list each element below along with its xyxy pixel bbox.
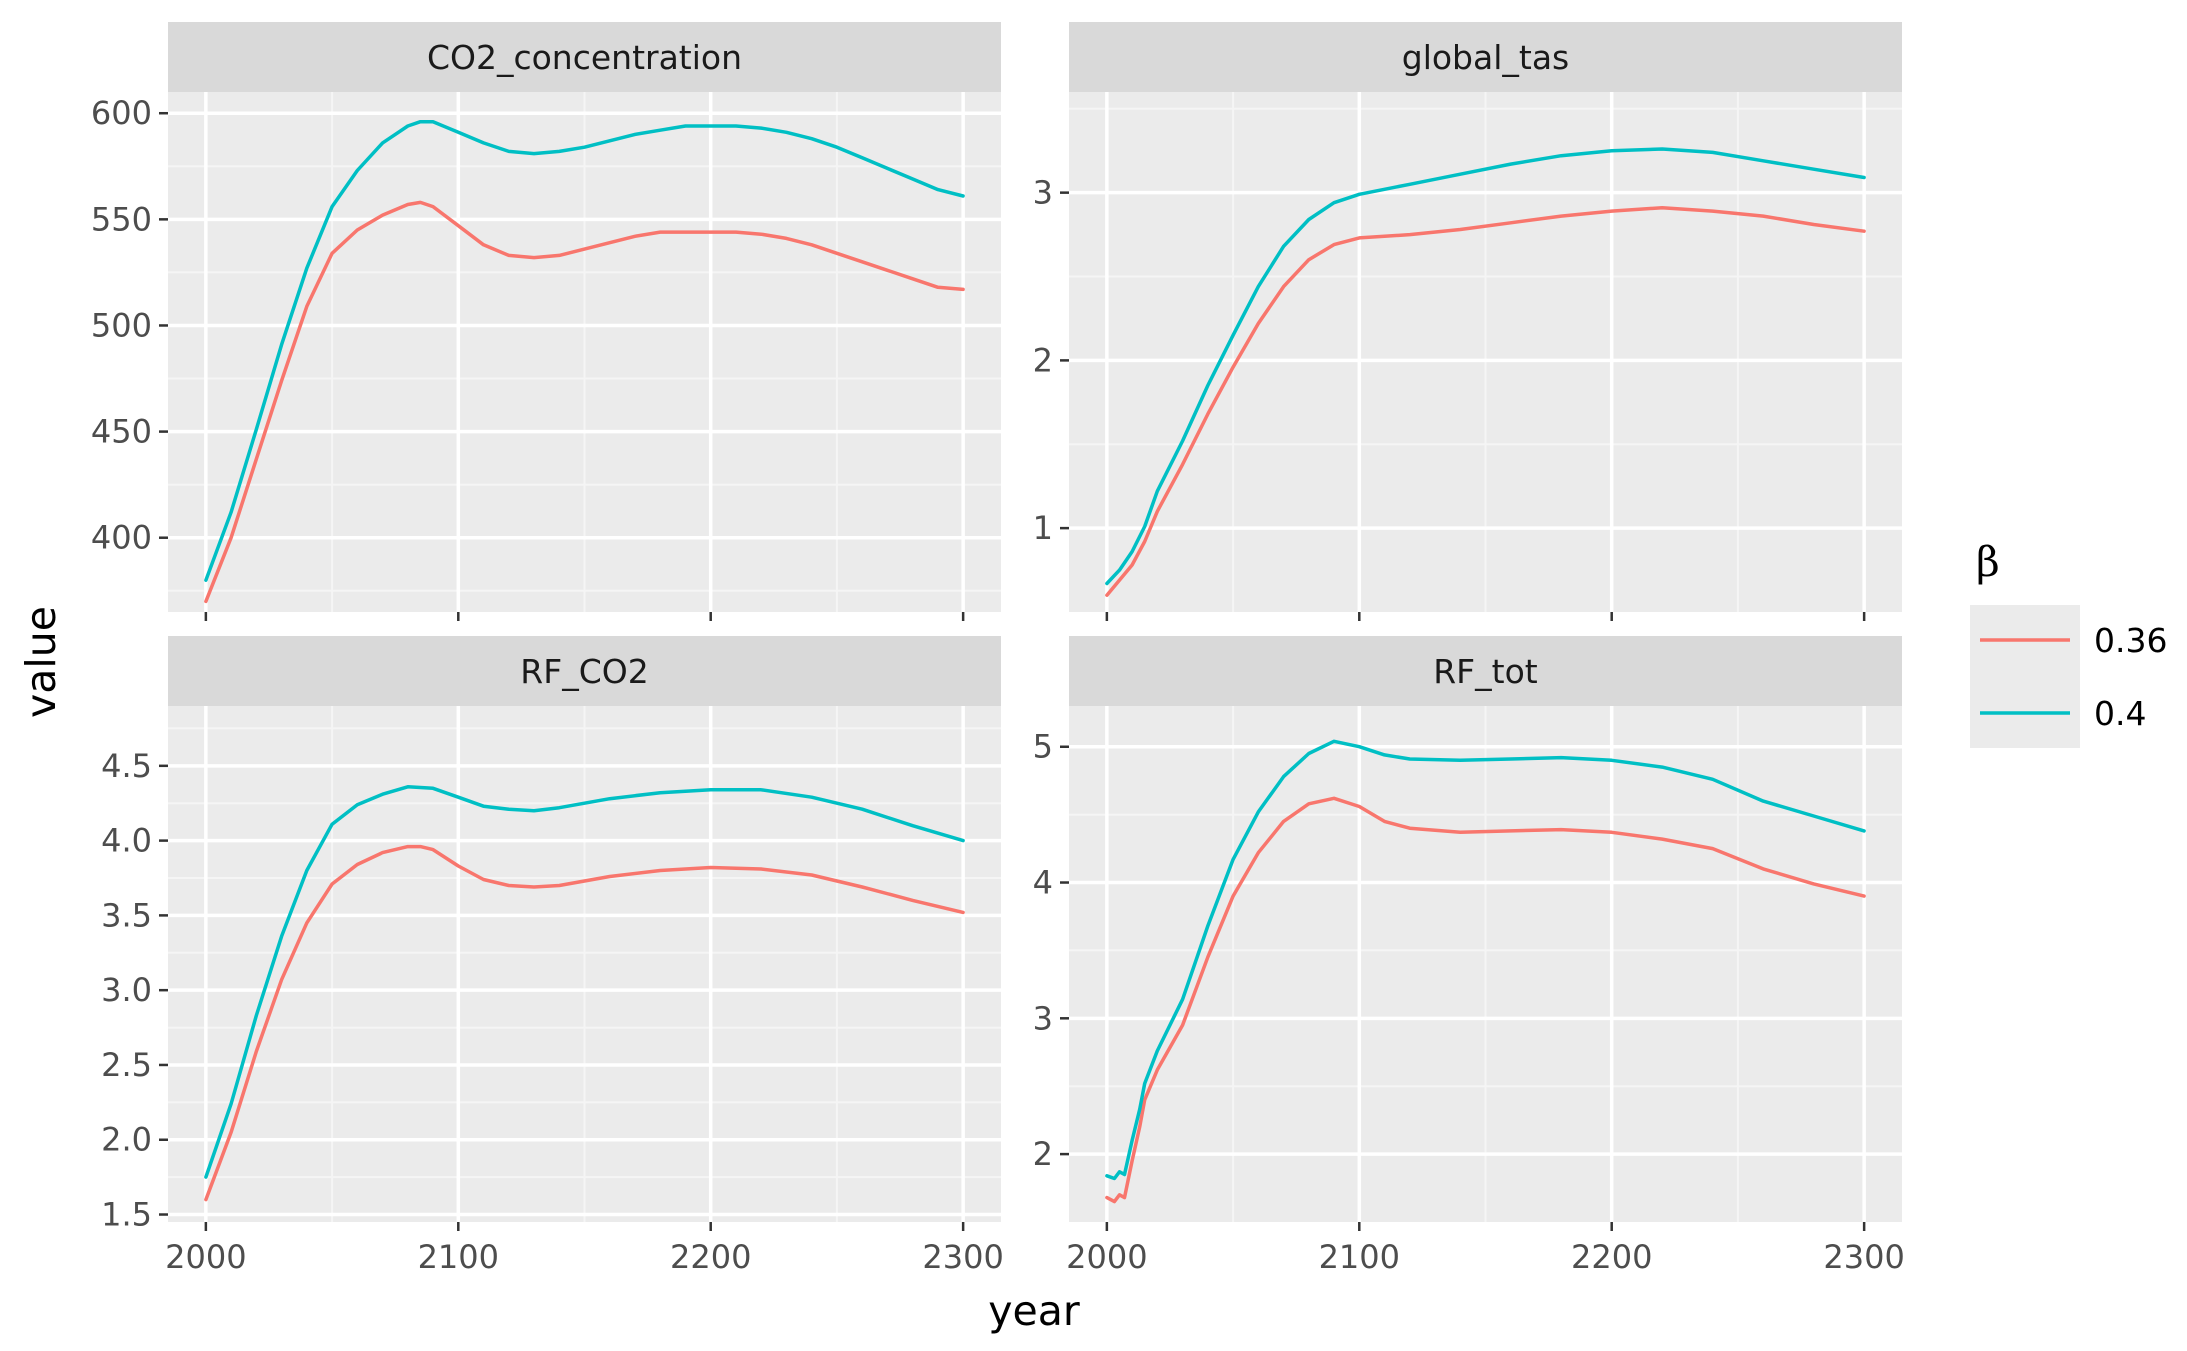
legend-key-background [1970, 605, 2080, 748]
y-tick-label: 5 [1033, 728, 1053, 766]
panel-global-tas: global_tas 1 2 3 [1033, 22, 1902, 621]
legend-entry-label: 0.36 [2094, 621, 2167, 660]
y-tick-label: 2.5 [101, 1046, 152, 1084]
y-tick-label: 2.0 [101, 1121, 152, 1159]
facet-strip-label: CO2_concentration [427, 38, 742, 77]
x-tick-label: 2100 [418, 1238, 499, 1276]
series-line-0-4 [1105, 147, 1866, 586]
x-tick-label: 2200 [670, 1238, 751, 1276]
y-tick-label: 3 [1033, 174, 1053, 212]
panel-rf-co2: RF_CO2 1.5 2.0 2.5 3.0 3.5 4.0 4.5 2000 2100 2200 2… [101, 636, 1004, 1276]
panel-co2-concentration: CO2_concentration 400 450 500 550 600 [91, 22, 1001, 621]
y-tick-label: 4 [1033, 864, 1053, 902]
series-line-0-36 [204, 200, 965, 604]
x-tick-label: 2300 [922, 1238, 1003, 1276]
facet-strip-label: RF_CO2 [520, 652, 648, 691]
x-tick-label: 2100 [1319, 1238, 1400, 1276]
y-tick-label: 450 [91, 413, 152, 451]
y-tick-label: 1 [1033, 509, 1053, 547]
legend-title: β [1976, 538, 2000, 586]
y-tick-label: 3 [1033, 999, 1053, 1037]
x-tick-label: 2200 [1571, 1238, 1652, 1276]
series-line-0-36 [1105, 796, 1866, 1204]
legend-entry-label: 0.4 [2094, 694, 2146, 733]
facet-strip [1069, 636, 1902, 706]
x-tick-label: 2000 [1066, 1238, 1147, 1276]
y-tick-label: 500 [91, 306, 152, 344]
facet-strip [168, 636, 1001, 706]
facet-panels: CO2_concentration 400 450 500 550 600 global_t… [91, 22, 1905, 1276]
y-tick-label: 3.5 [101, 896, 152, 934]
legend-entry: 0.36 [1980, 621, 2167, 660]
series-line-0-36 [204, 844, 965, 1202]
series-line-0-4 [204, 119, 965, 582]
legend-entries: 0.36 0.4 [1980, 621, 2167, 733]
legend: β 0.36 0.4 [1970, 538, 2167, 748]
legend-entry: 0.4 [1980, 694, 2146, 733]
series-line-0-36 [1105, 205, 1866, 597]
y-tick-label: 550 [91, 200, 152, 238]
facet-strip-label: RF_tot [1433, 652, 1538, 691]
facet-strip [1069, 22, 1902, 92]
y-tick-label: 2 [1033, 1135, 1053, 1173]
y-tick-label: 600 [91, 94, 152, 132]
x-tick-label: 2300 [1823, 1238, 1904, 1276]
facet-strip [168, 22, 1001, 92]
panel-rf-tot: RF_tot 2 3 4 5 2000 2100 2200 2300 [1033, 636, 1905, 1276]
y-tick-label: 2 [1033, 341, 1053, 379]
series-line-0-4 [1105, 739, 1866, 1181]
facet-strip-label: global_tas [1402, 38, 1570, 77]
y-axis-title: value [17, 606, 65, 718]
series-line-0-4 [204, 785, 965, 1179]
x-axis-title: year [988, 1287, 1080, 1335]
y-tick-label: 400 [91, 519, 152, 557]
y-tick-label: 3.0 [101, 971, 152, 1009]
y-tick-label: 4.5 [101, 747, 152, 785]
x-tick-label: 2000 [165, 1238, 246, 1276]
y-tick-label: 1.5 [101, 1196, 152, 1234]
y-tick-label: 4.0 [101, 822, 152, 860]
